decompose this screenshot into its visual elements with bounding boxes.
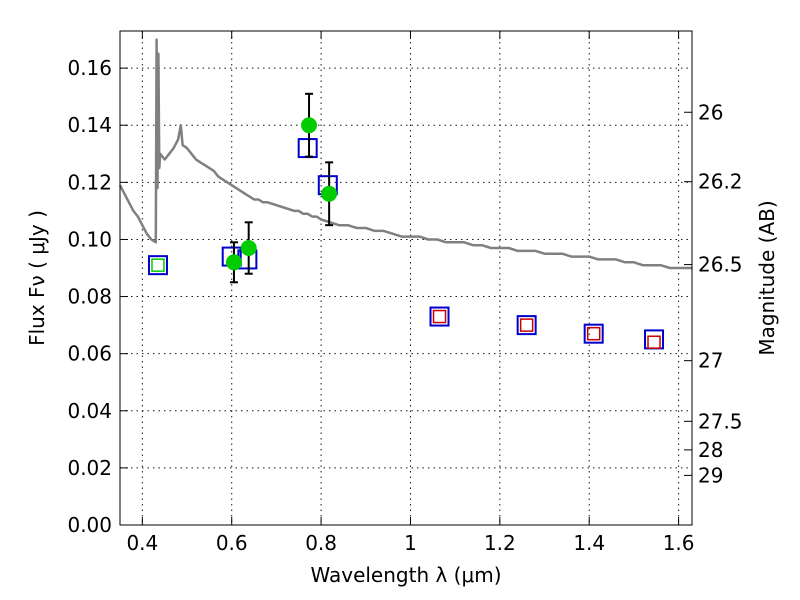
right-tick-label: 27.5 (698, 409, 743, 433)
x-tick-label: 1.6 (663, 531, 695, 555)
y-tick-label: 0.10 (67, 227, 112, 251)
model-spectrum-line (118, 38, 692, 270)
grid-layer (120, 31, 692, 526)
right-tick-label: 26.2 (698, 170, 743, 194)
y-tick-label: 0.06 (67, 342, 112, 366)
y-tick-label: 0.00 (67, 513, 112, 537)
y-tick-label: 0.12 (67, 170, 112, 194)
x-tick-label: 0.8 (305, 531, 337, 555)
detection-box-square (151, 258, 165, 272)
upper-limit-square (647, 335, 661, 349)
right-tick-label: 29 (698, 463, 723, 487)
detection-point (301, 117, 318, 134)
model-photometry-square (147, 255, 168, 276)
right-tick-label: 27 (698, 349, 723, 373)
y-tick-label: 0.02 (67, 456, 112, 480)
y-axis-label: Flux Fν ( μJy ) (25, 210, 49, 346)
x-tick-label: 1.4 (573, 531, 605, 555)
right-tick-label: 28 (698, 438, 723, 462)
x-tick-label: 1 (404, 531, 417, 555)
y-tick-label: 0.16 (67, 56, 112, 80)
tick-layer: 0.4 0.6 0.8 1 1.2 1.4 1.6 0.00 0.02 0.04 0.06 0.08 0… (67, 31, 743, 555)
x-tick-label: 0.6 (216, 531, 248, 555)
y-tick-label: 0.14 (67, 113, 112, 137)
x-tick-label: 0.4 (126, 531, 158, 555)
model-photometry-square (429, 306, 450, 327)
upper-limit-square (586, 326, 601, 341)
x-axis-label: Wavelength λ (μm) (310, 563, 501, 587)
y-tick-label: 0.04 (67, 399, 112, 423)
model-photometry-square (516, 315, 537, 336)
model-photometry-square (583, 323, 604, 344)
right-axis-label: Magnitude (AB) (755, 200, 779, 355)
model-photometry-square (297, 138, 318, 159)
detection-point (240, 240, 257, 257)
right-tick-label: 26.5 (698, 253, 743, 277)
detection-point (321, 185, 338, 202)
y-tick-label: 0.08 (67, 285, 112, 309)
upper-limit-square (432, 309, 447, 324)
upper-limit-square (519, 318, 534, 332)
x-tick-label: 1.2 (484, 531, 516, 555)
detection-point (225, 254, 242, 271)
data-layer (118, 38, 692, 350)
right-tick-label: 26 (698, 100, 723, 124)
plot-frame (119, 30, 693, 526)
